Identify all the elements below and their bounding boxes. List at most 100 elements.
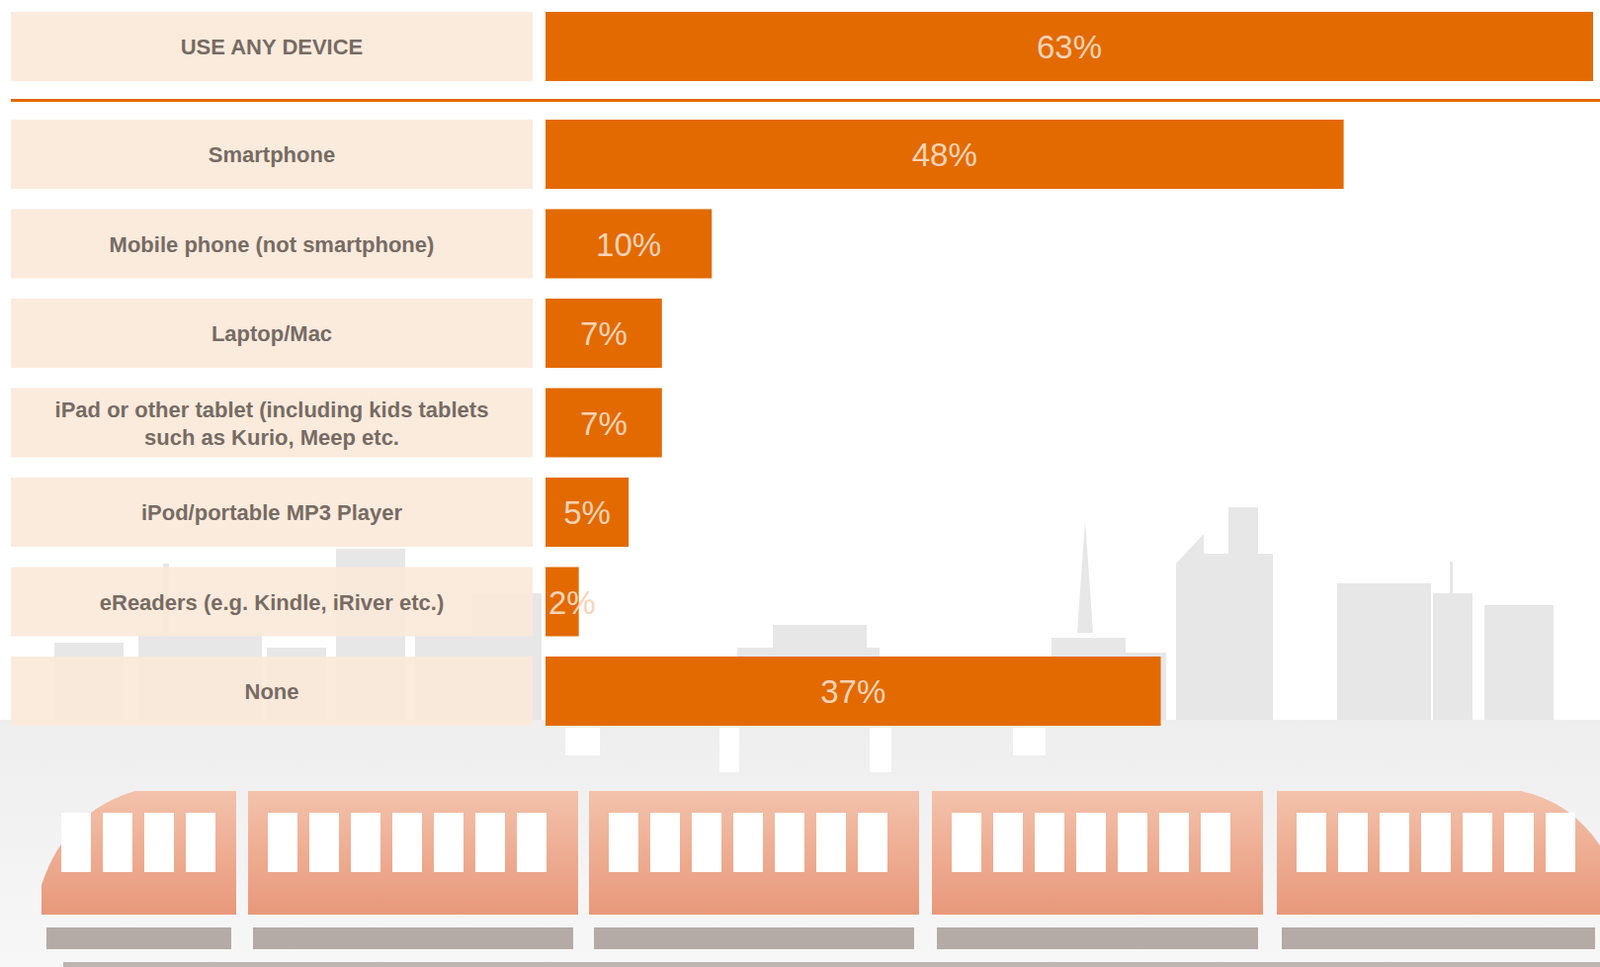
label-box <box>10 388 533 458</box>
label-line: Laptop/Mac <box>211 321 333 346</box>
train <box>41 790 1600 967</box>
label-line: Mobile phone (not smartphone) <box>109 232 435 257</box>
category-label: Laptop/Mac <box>211 321 333 346</box>
bar <box>545 209 712 279</box>
window <box>1504 812 1534 872</box>
undercarriage <box>593 926 915 949</box>
window <box>185 812 216 872</box>
car <box>248 790 579 915</box>
window <box>993 812 1023 872</box>
window <box>267 812 298 872</box>
undercarriage <box>1281 926 1596 949</box>
separator <box>10 98 1600 102</box>
category-label: eReaders (e.g. Kindle, iRiver etc.) <box>99 589 444 615</box>
undercarriage <box>46 926 232 949</box>
bar <box>545 298 663 368</box>
bars <box>545 11 1594 726</box>
label-line: None <box>245 678 300 704</box>
label-box <box>10 298 533 368</box>
building <box>1176 533 1204 732</box>
label-line: USE ANY DEVICE <box>180 34 364 60</box>
bar <box>545 388 663 458</box>
window <box>1296 812 1327 872</box>
data-labels: 63% 48% 10% 7% 7% 5% 2% 37% <box>548 28 1102 710</box>
rail <box>63 961 1600 967</box>
building <box>1484 604 1554 734</box>
window <box>1545 812 1576 872</box>
car <box>589 790 920 915</box>
label-box <box>10 119 533 189</box>
bar <box>545 119 1345 189</box>
window <box>650 812 680 872</box>
data-label: 37% <box>820 673 886 710</box>
window <box>733 812 763 872</box>
label-box <box>10 11 533 82</box>
label-line: such as Kurio, Meep etc. <box>144 424 400 450</box>
ground <box>0 719 1600 967</box>
label-box <box>10 209 533 279</box>
label-box <box>10 656 533 726</box>
data-label: 48% <box>912 136 978 173</box>
label-box <box>10 567 533 637</box>
bar <box>545 11 1594 82</box>
window <box>1159 812 1189 872</box>
mast <box>1449 561 1453 596</box>
building <box>1228 506 1259 567</box>
window <box>608 812 639 872</box>
window <box>1117 812 1148 872</box>
window <box>1379 812 1410 872</box>
building <box>1432 592 1473 732</box>
data-label: 7% <box>580 315 628 352</box>
window <box>144 812 174 872</box>
window <box>102 812 133 872</box>
window <box>392 812 422 872</box>
label-line: iPod/portable MP3 Player <box>141 500 404 525</box>
data-label: 10% <box>595 226 662 263</box>
window <box>1200 812 1231 872</box>
window <box>1338 812 1368 872</box>
window <box>516 812 547 872</box>
window <box>1421 812 1451 872</box>
window <box>433 812 464 872</box>
category-label: USE ANY DEVICE <box>180 34 364 60</box>
category-label: iPod/portable MP3 Player <box>141 500 404 525</box>
undercarriage <box>252 926 574 949</box>
category-label: Smartphone <box>208 142 336 168</box>
car <box>1276 790 1600 915</box>
category-label: Mobile phone (not smartphone) <box>109 232 435 257</box>
building <box>1203 553 1273 732</box>
building <box>1337 583 1432 732</box>
data-label: 5% <box>563 494 611 531</box>
category-labels: USE ANY DEVICE Smartphone Mobile phone (no… <box>10 11 533 726</box>
data-label: 7% <box>580 405 628 442</box>
bar <box>545 477 629 547</box>
chart: USE ANY DEVICE Smartphone Mobile phone (no… <box>0 0 1600 967</box>
window <box>1462 812 1493 872</box>
window <box>691 812 722 872</box>
category-label: None <box>245 678 300 704</box>
pillar <box>719 727 740 772</box>
window <box>951 812 982 872</box>
label-box <box>10 477 533 547</box>
window <box>350 812 381 872</box>
undercarriage <box>936 926 1259 949</box>
window <box>61 812 91 872</box>
pillar <box>1012 727 1046 756</box>
label-line: iPad or other tablet (including kids tab… <box>55 397 490 422</box>
window <box>1034 812 1065 872</box>
pillar <box>869 727 892 772</box>
data-label: 2% <box>548 584 596 621</box>
window <box>816 812 846 872</box>
car <box>41 790 237 915</box>
window <box>309 812 339 872</box>
label-line: eReaders (e.g. Kindle, iRiver etc.) <box>99 589 444 615</box>
data-label: 63% <box>1036 28 1102 66</box>
window <box>1076 812 1106 872</box>
window <box>774 812 805 872</box>
car <box>931 790 1264 915</box>
category-label: iPad or other tablet (including kids tab… <box>55 397 490 450</box>
window <box>857 812 888 872</box>
window <box>475 812 506 872</box>
pillar <box>565 727 600 756</box>
spire <box>1077 519 1094 633</box>
